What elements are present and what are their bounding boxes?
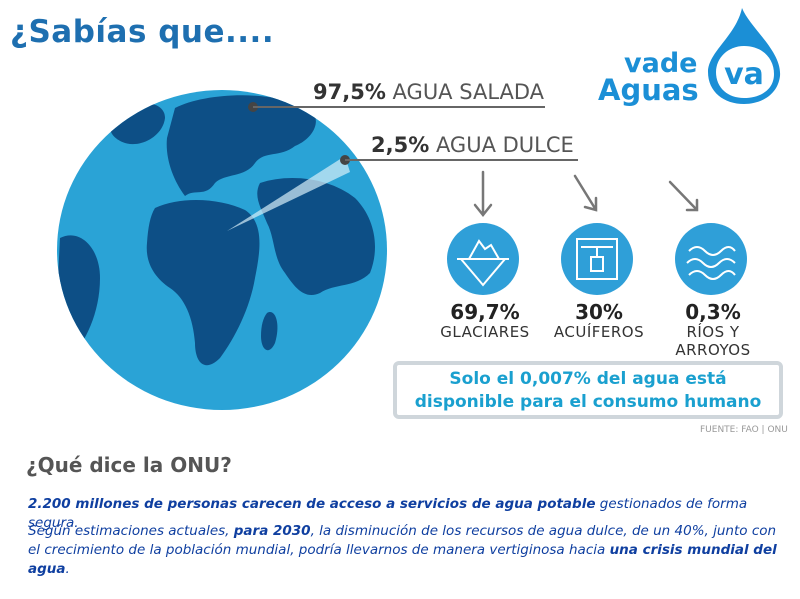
human-consumption-callout: Solo el 0,007% del agua está disponible … <box>393 361 783 419</box>
well-icon <box>561 223 633 295</box>
fresh-water-stat: 2,5% AGUA DULCE <box>371 133 574 157</box>
callout-line-2: disponible para el consumo humano <box>414 392 762 412</box>
glaciers-label: GLACIARES <box>440 323 530 341</box>
callout-line-1: Solo el 0,007% del agua está <box>449 369 727 389</box>
water-drop-icon: va <box>708 8 781 104</box>
onu-p2-c: , la disminución de los recursos de agua… <box>28 523 777 558</box>
salt-water-pct: 97,5% <box>313 80 386 104</box>
salt-water-stat: 97,5% AGUA SALADA <box>313 80 544 104</box>
rivers-pct: 0,3% <box>685 300 741 324</box>
salt-water-label: AGUA SALADA <box>392 80 545 104</box>
onu-paragraph-1: 2.200 millones de personas carecen de ac… <box>28 495 788 533</box>
source-note: FUENTE: FAO | ONU <box>700 425 788 435</box>
onu-p2-d: una crisis mundial del agua <box>28 542 777 577</box>
logo-word-2: Aguas <box>598 73 699 107</box>
fresh-water-pct: 2,5% <box>371 133 430 157</box>
brand-logo: vade Aguas va <box>598 6 788 106</box>
onu-p1-rest: gestionados de forma segura. <box>28 496 748 531</box>
glaciers-pct: 69,7% <box>450 300 520 324</box>
fresh-water-label: AGUA DULCE <box>435 133 574 157</box>
onu-paragraph-2: Según estimaciones actuales, para 2030, … <box>28 522 788 579</box>
onu-p2-a: Según estimaciones actuales, <box>28 523 234 539</box>
rivers-label-1: RÍOS Y <box>686 323 740 341</box>
arrow-down-icon <box>473 170 493 218</box>
aquifers-label: ACUÍFEROS <box>553 323 645 341</box>
logo-mark: va <box>724 57 764 92</box>
onu-p2-e: . <box>65 561 70 577</box>
rivers-label-2: ARROYOS <box>675 341 751 359</box>
globe-illustration <box>57 90 387 410</box>
arrow-down-icon <box>573 174 598 212</box>
arrow-down-icon <box>668 180 699 212</box>
onu-p2-b: para 2030 <box>233 523 311 539</box>
logo-word-1: vade <box>624 48 698 79</box>
aquifers-pct: 30% <box>575 300 623 324</box>
iceberg-icon <box>447 223 519 295</box>
waves-icon <box>675 223 747 295</box>
onu-heading: ¿Qué dice la ONU? <box>26 453 232 477</box>
page-title: ¿Sabías que.... <box>10 14 275 50</box>
onu-p1-bold: 2.200 millones de personas carecen de ac… <box>28 496 596 512</box>
